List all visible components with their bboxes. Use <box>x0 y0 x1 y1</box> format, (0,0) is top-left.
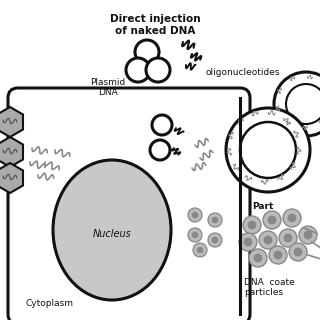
Ellipse shape <box>53 160 171 300</box>
Circle shape <box>268 216 276 224</box>
Text: Plasmid
DNA: Plasmid DNA <box>90 78 126 97</box>
Circle shape <box>249 249 267 267</box>
Circle shape <box>243 216 261 234</box>
Circle shape <box>299 226 317 244</box>
Circle shape <box>193 243 207 257</box>
Circle shape <box>150 140 170 160</box>
Circle shape <box>212 217 218 223</box>
Circle shape <box>254 254 262 262</box>
Text: Direct injection
of naked DNA: Direct injection of naked DNA <box>110 14 200 36</box>
Circle shape <box>289 243 307 261</box>
Circle shape <box>239 233 257 251</box>
Circle shape <box>286 84 320 124</box>
Circle shape <box>248 221 256 229</box>
Text: Nucleus: Nucleus <box>92 229 132 239</box>
Text: oligonucleotides: oligonucleotides <box>205 68 279 76</box>
Circle shape <box>259 231 277 249</box>
Polygon shape <box>0 137 23 167</box>
Circle shape <box>126 58 150 82</box>
Circle shape <box>212 237 218 243</box>
FancyBboxPatch shape <box>8 88 250 320</box>
Circle shape <box>264 236 272 244</box>
Circle shape <box>146 58 170 82</box>
Circle shape <box>279 229 297 247</box>
Circle shape <box>284 234 292 242</box>
Circle shape <box>188 228 202 242</box>
Circle shape <box>304 231 312 239</box>
Circle shape <box>244 238 252 246</box>
Circle shape <box>269 246 287 264</box>
Circle shape <box>294 248 302 256</box>
Text: Cytoplasm: Cytoplasm <box>25 299 73 308</box>
Circle shape <box>192 212 198 218</box>
Circle shape <box>283 209 301 227</box>
Circle shape <box>274 72 320 136</box>
Circle shape <box>197 247 203 253</box>
Polygon shape <box>0 107 23 137</box>
Circle shape <box>274 251 282 259</box>
Polygon shape <box>0 163 23 193</box>
Circle shape <box>226 108 310 192</box>
Circle shape <box>263 211 281 229</box>
Text: Part: Part <box>252 202 273 211</box>
Circle shape <box>192 232 198 238</box>
Circle shape <box>288 214 296 222</box>
Circle shape <box>208 213 222 227</box>
Circle shape <box>152 115 172 135</box>
Circle shape <box>135 40 159 64</box>
Text: DNA  coate
particles: DNA coate particles <box>244 278 295 297</box>
Circle shape <box>208 233 222 247</box>
Circle shape <box>188 208 202 222</box>
Circle shape <box>240 122 296 178</box>
